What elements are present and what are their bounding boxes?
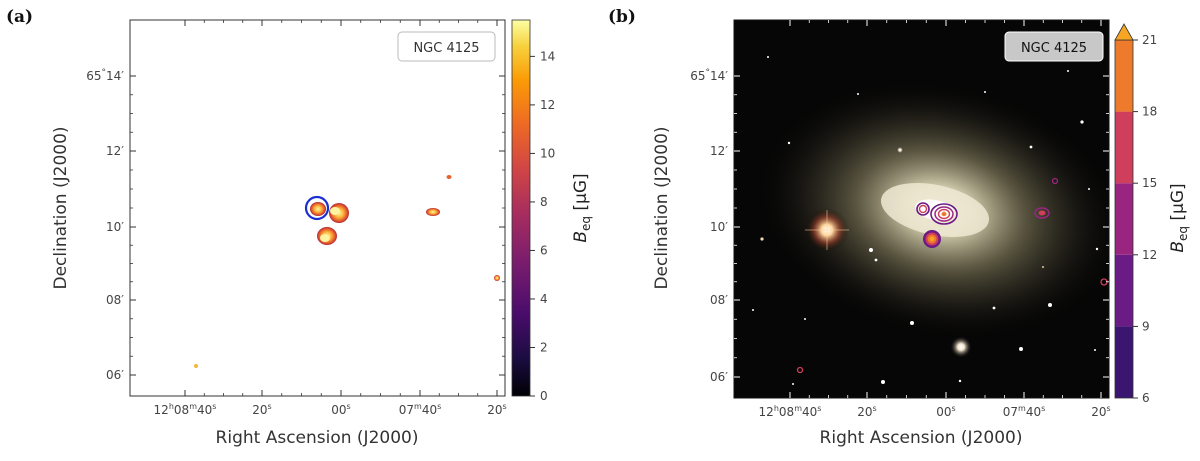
colorbar-b-levels (1114, 39, 1134, 399)
x-tick-label: 07m40s (1003, 404, 1046, 419)
colorbar-b-extend-arrow (1114, 23, 1134, 41)
contour-group (923, 230, 941, 248)
colorbar-tick-label: 2 (540, 340, 548, 354)
panel-a-sources (194, 175, 500, 368)
panel-b-image (734, 20, 1109, 398)
colorbar-tick-label: 6 (1142, 391, 1150, 405)
y-tick-label: 12′ (710, 144, 728, 158)
colorbar-a-gradient (511, 19, 531, 397)
colorbar-b-ticks: 6 9 12 15 18 21 (1133, 33, 1157, 405)
panel-a-axes: 12h08m40s 20s 00s 07m40s 20s 65°14′ 12′ 10′ 08′ 0… (86, 20, 507, 417)
galaxy-label-text: NGC 4125 (1021, 41, 1087, 56)
y-tick-label: 10′ (710, 220, 728, 234)
galaxy-label-text: NGC 4125 (413, 41, 479, 56)
y-tick-label: 08′ (106, 293, 124, 307)
contour-group (930, 203, 958, 225)
source-blob (446, 175, 452, 179)
colorbar-level (1115, 254, 1133, 327)
colorbar-tick-label: 15 (1142, 176, 1157, 190)
panel-b-y-axis-label: Declination (J2000) (652, 126, 672, 289)
y-tick-label: 06′ (106, 368, 124, 382)
panel-b-colorbar: 6 9 12 15 18 21 Beq [μG] (1114, 23, 1190, 405)
colorbar-tick-label: 4 (540, 292, 548, 306)
colorbar-b-label: Beq [μG] (1168, 183, 1190, 252)
bright-star (950, 336, 972, 358)
panel-a-x-axis-label: Right Ascension (J2000) (216, 428, 419, 448)
contour-group (1034, 207, 1050, 219)
x-tick-label: 20s (857, 404, 876, 419)
highlight-circle (304, 195, 330, 221)
source-blob (426, 208, 440, 216)
panel-a-y-axis-label: Declination (J2000) (51, 126, 71, 289)
panel-letter-b: (b) (608, 7, 636, 27)
x-tick-label: 07m40s (399, 402, 442, 417)
y-tick-label: 08′ (710, 293, 728, 307)
colorbar-level (1115, 183, 1133, 255)
panel-letter-a: (a) (6, 7, 33, 27)
colorbar-level (1115, 111, 1133, 184)
colorbar-tick-label: 0 (540, 389, 548, 403)
colorbar-tick-label: 9 (1142, 319, 1150, 333)
y-tick-label: 65°14′ (690, 68, 728, 83)
colorbar-tick-label: 12 (1142, 248, 1157, 262)
panel-a-galaxy-label: NGC 4125 (397, 31, 496, 62)
panel-b-frame (733, 19, 1110, 399)
panel-a: (a) (6, 7, 593, 448)
y-tick-label: 06′ (710, 370, 728, 384)
colorbar-tick-label: 21 (1142, 33, 1157, 47)
contour-group (1051, 177, 1059, 185)
colorbar-tick-label: 12 (540, 98, 555, 112)
y-tick-label: 12′ (106, 144, 124, 158)
panel-b: (b) (608, 7, 1190, 448)
source-blob (317, 227, 337, 245)
source-blob (494, 275, 500, 281)
contour-group (916, 202, 930, 216)
colorbar-level (1115, 40, 1133, 112)
colorbar-a-ticks: 0 2 4 6 8 10 12 14 (530, 49, 555, 403)
source-blob (194, 364, 198, 368)
source-blob (310, 202, 326, 216)
x-tick-label: 20s (487, 402, 506, 417)
panel-b-axes: 12h08m40s 20s 00s 07m40s 20s 65°14′ 12′ 10′ 08′ 0… (690, 20, 1111, 419)
contour-group (796, 366, 804, 374)
panel-b-x-axis-label: Right Ascension (J2000) (820, 428, 1023, 448)
colorbar-tick-label: 10 (540, 146, 555, 160)
colorbar-tick-label: 14 (540, 49, 555, 63)
x-tick-label: 20s (252, 402, 271, 417)
panel-a-colorbar: 0 2 4 6 8 10 12 14 Beq [μG] (511, 19, 593, 403)
colorbar-level (1115, 326, 1133, 398)
colorbar-tick-label: 6 (540, 243, 548, 257)
panel-b-galaxy-label: NGC 4125 (1004, 31, 1104, 62)
source-blob (329, 203, 349, 223)
x-tick-label: 00s (331, 402, 350, 417)
x-tick-label: 12h08m40s (759, 404, 822, 419)
colorbar-a-label: Beq [μG] (571, 173, 593, 242)
colorbar-tick-label: 18 (1142, 105, 1157, 119)
y-tick-label: 65°14′ (86, 68, 124, 83)
x-tick-label: 12h08m40s (154, 402, 217, 417)
y-tick-label: 10′ (106, 220, 124, 234)
x-tick-label: 00s (936, 404, 955, 419)
x-tick-label: 20s (1091, 404, 1110, 419)
colorbar-tick-label: 8 (540, 195, 548, 209)
